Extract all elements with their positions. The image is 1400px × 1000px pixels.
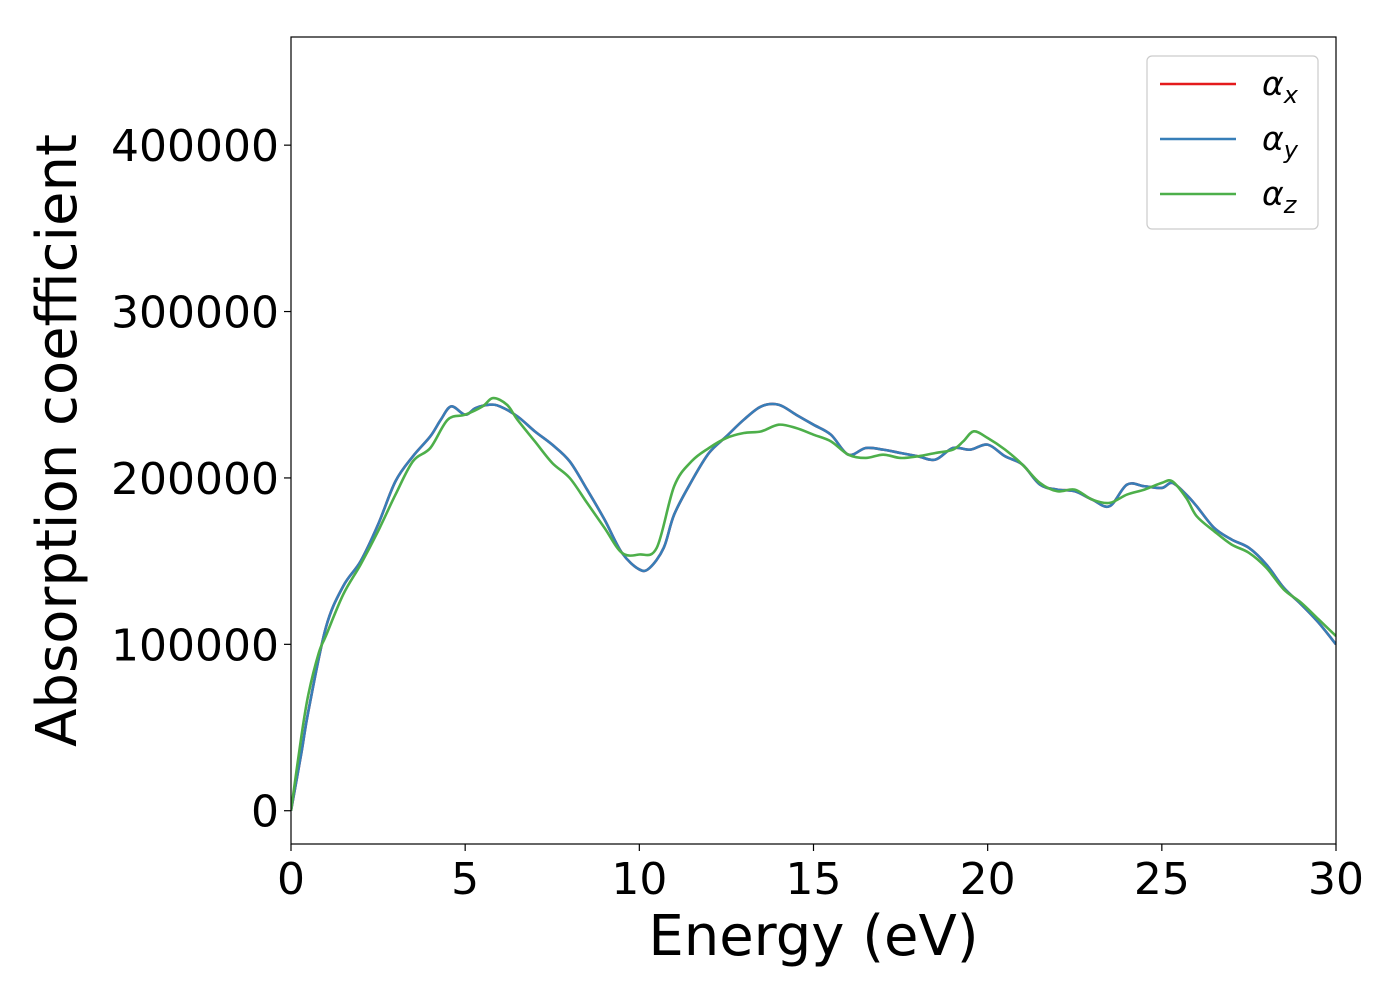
y-tick-label: 200000 xyxy=(111,454,279,505)
y-tick-label: 400000 xyxy=(111,121,279,172)
y-tick-label: 300000 xyxy=(111,288,279,339)
series-line-z xyxy=(291,396,1336,811)
y-axis: 0 100000 200000 300000 400000 xyxy=(111,121,291,838)
plot-lines xyxy=(291,396,1336,811)
x-tick-label: 25 xyxy=(1134,854,1190,905)
x-tick-label: 30 xyxy=(1308,854,1364,905)
x-axis: 0 5 10 15 20 25 30 xyxy=(277,844,1364,905)
legend-label: αz xyxy=(1262,174,1298,219)
x-axis-title: Energy (eV) xyxy=(648,904,978,969)
x-tick-label: 15 xyxy=(786,854,842,905)
y-tick-label: 0 xyxy=(251,787,279,838)
x-tick-label: 0 xyxy=(277,854,305,905)
legend: αx αy αz xyxy=(1146,55,1319,230)
legend-label: αy xyxy=(1262,119,1299,164)
legend-label: αx xyxy=(1262,64,1299,109)
series-line-y xyxy=(291,402,1336,811)
legend-box xyxy=(1146,55,1319,230)
legend-item-y: αy xyxy=(1160,119,1299,164)
series-line-x xyxy=(291,402,1336,811)
x-tick-label: 20 xyxy=(960,854,1016,905)
x-tick-label: 5 xyxy=(451,854,479,905)
legend-item-z: αz xyxy=(1160,174,1298,219)
y-axis-title: Absorption coefficient xyxy=(25,134,90,747)
legend-item-x: αx xyxy=(1160,64,1299,109)
y-tick-label: 100000 xyxy=(111,620,279,671)
x-tick-label: 10 xyxy=(611,854,667,905)
